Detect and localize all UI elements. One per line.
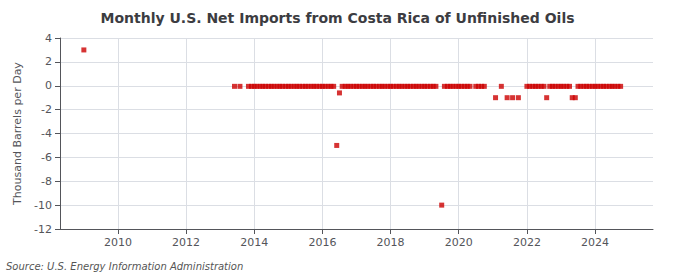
svg-text:2020: 2020 (445, 236, 473, 249)
svg-text:0: 0 (45, 79, 52, 92)
svg-text:2014: 2014 (240, 236, 268, 249)
svg-text:-2: -2 (41, 103, 52, 116)
svg-text:2: 2 (45, 55, 52, 68)
svg-text:-4: -4 (41, 127, 52, 140)
svg-text:2022: 2022 (513, 236, 541, 249)
svg-text:Monthly U.S. Net Imports from: Monthly U.S. Net Imports from Costa Rica… (100, 10, 574, 26)
svg-text:2024: 2024 (581, 236, 609, 249)
svg-text:Thousand Barrels per Day: Thousand Barrels per Day (11, 62, 24, 206)
svg-text:-12: -12 (34, 223, 52, 236)
svg-text:2010: 2010 (104, 236, 132, 249)
svg-text:Source: U.S. Energy Informatio: Source: U.S. Energy Information Administ… (6, 261, 243, 272)
svg-text:-10: -10 (34, 199, 52, 212)
svg-text:2012: 2012 (172, 236, 200, 249)
svg-text:4: 4 (45, 32, 52, 45)
svg-text:2018: 2018 (377, 236, 405, 249)
svg-text:2016: 2016 (308, 236, 336, 249)
svg-text:-8: -8 (41, 175, 52, 188)
svg-text:-6: -6 (41, 151, 52, 164)
